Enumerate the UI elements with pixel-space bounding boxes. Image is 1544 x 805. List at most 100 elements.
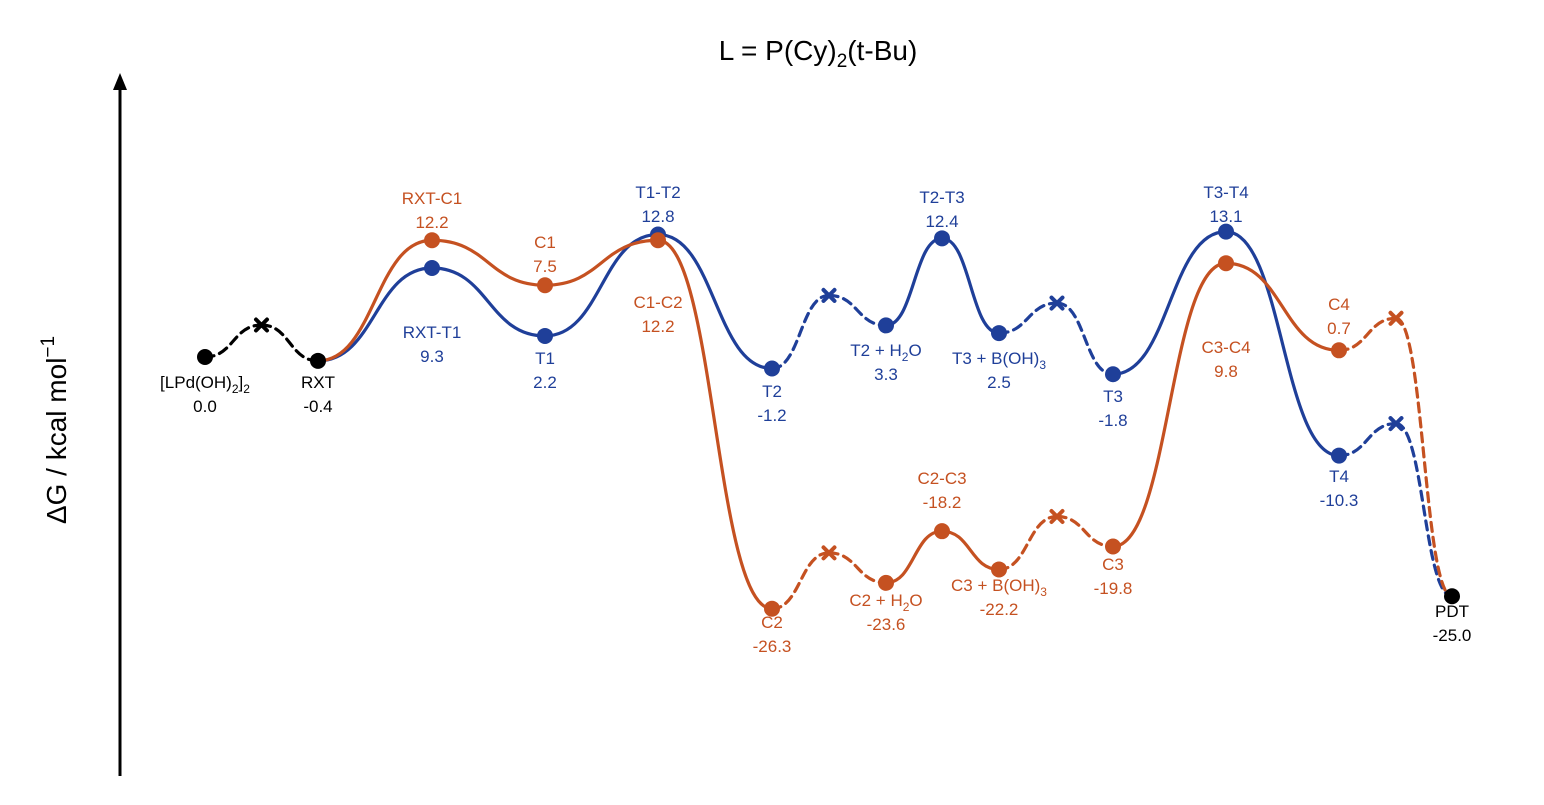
state-point-c <box>537 277 553 294</box>
state-label: T2 + H2O <box>850 341 921 364</box>
state-label: RXT-C1 <box>402 189 462 208</box>
state-value: -1.8 <box>1098 411 1127 430</box>
intermediate-marker-t <box>821 287 837 303</box>
state-value: 2.5 <box>987 373 1011 392</box>
state-value: -19.8 <box>1094 579 1133 598</box>
state-label: T2-T3 <box>919 188 964 207</box>
state-label: C2 <box>761 613 783 632</box>
intermediate-marker-c <box>1388 310 1404 326</box>
curve-segment-c <box>543 238 660 287</box>
state-label: C4 <box>1328 295 1350 314</box>
curve-segment-t <box>1111 230 1228 376</box>
curve-segment-t <box>1394 421 1454 598</box>
curve-segment-t <box>884 236 944 328</box>
state-value: 13.1 <box>1209 207 1242 226</box>
state-point-t <box>537 327 553 344</box>
state-value: -10.3 <box>1320 491 1359 510</box>
state-value: 12.2 <box>415 213 448 232</box>
state-point-c <box>1105 538 1121 555</box>
state-label: RXT-T1 <box>403 323 462 342</box>
curve-segment-c <box>940 529 1001 572</box>
state-point-c <box>764 600 780 617</box>
state-value: 0.0 <box>193 397 217 416</box>
state-label: C3 + B(OH)3 <box>951 576 1047 599</box>
intermediate-marker-c <box>821 545 837 561</box>
curve-segment-t <box>827 293 888 328</box>
state-label: T3-T4 <box>1203 183 1248 202</box>
state-label: PDT <box>1435 602 1469 621</box>
state-point-c <box>424 232 440 249</box>
intermediate-marker-t <box>1388 416 1404 432</box>
curve-segment-c <box>1224 261 1341 352</box>
state-point-c <box>934 523 950 540</box>
state-point-t <box>934 230 950 247</box>
curve-segment-t <box>430 266 547 338</box>
chart-title: L = P(Cy)2(t-Bu) <box>719 35 918 72</box>
y-axis-label: ΔG / kcal mol−1 <box>38 336 72 524</box>
state-value: 3.3 <box>874 365 898 384</box>
curve-segment-t <box>656 232 774 371</box>
state-value: 2.2 <box>533 373 557 392</box>
state-value: 0.7 <box>1327 319 1351 338</box>
state-value: -26.3 <box>753 637 792 656</box>
state-label: [LPd(OH)2]2 <box>160 373 250 396</box>
curve-segment-c <box>430 238 547 287</box>
curve-segment-c <box>770 551 831 611</box>
state-point-t <box>424 259 440 276</box>
curve-segment-c <box>316 238 434 363</box>
state-label: C2-C3 <box>917 469 966 488</box>
state-value: 9.8 <box>1214 362 1238 381</box>
state-value: -1.2 <box>757 406 786 425</box>
curve-segment-t <box>1055 301 1115 376</box>
state-label: T1-T2 <box>635 183 680 202</box>
state-value: 12.2 <box>641 317 674 336</box>
state-label: C1-C2 <box>633 293 682 312</box>
curve-segment-c <box>827 551 888 585</box>
state-point-t <box>991 325 1007 342</box>
state-label: C1 <box>534 233 556 252</box>
state-point-c <box>1218 255 1234 272</box>
curve-segment-c <box>1055 514 1115 549</box>
state-label: C3-C4 <box>1201 338 1250 357</box>
state-value: -22.2 <box>980 600 1019 619</box>
curve-segment-t <box>543 232 660 338</box>
state-label: C2 + H2O <box>849 591 922 614</box>
state-point-common <box>1444 588 1460 605</box>
state-value: -18.2 <box>923 493 962 512</box>
state-point-c <box>878 574 894 591</box>
state-point-t <box>1218 223 1234 240</box>
state-label: T3 + B(OH)3 <box>952 349 1046 372</box>
intermediate-marker-common <box>254 317 269 333</box>
state-point-t <box>1331 447 1347 464</box>
state-value: -23.6 <box>867 615 906 634</box>
curve-segment-c <box>997 514 1059 572</box>
state-label: T1 <box>535 349 555 368</box>
curve-segment-t <box>316 266 434 363</box>
state-label: T3 <box>1103 387 1123 406</box>
state-label: T2 <box>762 382 782 401</box>
state-value: -0.4 <box>303 397 332 416</box>
state-point-c <box>991 561 1007 578</box>
state-point-c <box>650 232 666 249</box>
curve-segment-common <box>203 323 264 359</box>
curve-segment-t <box>1337 421 1398 458</box>
curve-segment-t <box>1224 230 1341 458</box>
curve-segment-common <box>259 323 320 363</box>
state-point-common <box>197 349 213 365</box>
state-value: 7.5 <box>533 257 557 276</box>
curve-segment-c <box>1111 261 1228 549</box>
state-label: RXT <box>301 373 335 392</box>
curve-segment-c <box>656 238 774 611</box>
state-label: C3 <box>1102 555 1124 574</box>
intermediate-marker-t <box>1049 295 1065 311</box>
state-value: 12.8 <box>641 207 674 226</box>
intermediate-marker-c <box>1049 508 1065 524</box>
state-label: T4 <box>1329 467 1349 486</box>
state-point-common <box>310 352 326 369</box>
state-value: 12.4 <box>925 212 958 231</box>
curve-segment-t <box>997 301 1059 335</box>
curve-segment-t <box>770 293 831 371</box>
state-value: -25.0 <box>1433 626 1472 645</box>
state-point-t <box>1105 366 1121 383</box>
